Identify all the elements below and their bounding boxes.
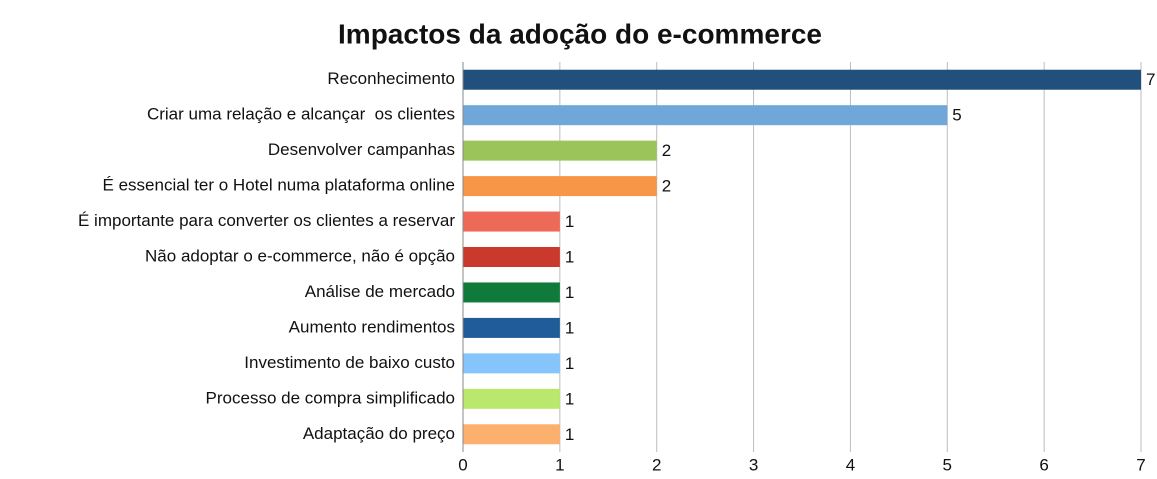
value-label: 1 [565,247,574,266]
y-tick-label: Adaptação do preço [303,424,455,443]
value-label: 1 [565,354,574,373]
x-tick-label: 3 [749,455,758,474]
y-tick-label: Processo de compra simplificado [206,388,455,407]
bar [463,424,560,445]
bar [463,247,560,267]
bar [463,317,560,338]
value-label: 1 [565,425,574,444]
value-label: 1 [565,283,574,302]
chart-title: Impactos da adoção do e-commerce [338,18,822,49]
bar [463,176,657,197]
value-label: 2 [662,177,671,196]
x-tick-label: 0 [458,455,467,474]
bar [463,282,560,303]
y-tick-label: Análise de mercado [305,282,455,301]
x-tick-label: 6 [1039,455,1048,474]
bar [463,69,1141,90]
value-label: 2 [662,141,671,160]
x-tick-label: 2 [652,455,661,474]
value-label: 1 [565,212,574,231]
bar [463,388,560,409]
x-tick-label: 4 [846,455,855,474]
x-tick-label: 5 [943,455,952,474]
value-label: 1 [565,389,574,408]
x-tick-label: 1 [555,455,564,474]
y-tick-label: É essencial ter o Hotel numa plataforma … [103,176,455,195]
value-label: 5 [952,106,961,125]
x-tick-label: 7 [1136,455,1145,474]
y-tick-label: Investimento de baixo custo [244,353,455,372]
bar [463,353,560,374]
value-label: 7 [1146,70,1155,89]
value-label: 1 [565,318,574,337]
bar [463,211,560,232]
y-tick-label: É importante para converter os clientes … [78,211,455,230]
bar [463,140,657,161]
y-tick-label: Não adoptar o e-commerce, não é opção [145,246,455,265]
y-tick-label: Criar uma relação e alcançar os clientes [147,105,455,124]
bar [463,105,948,126]
y-tick-label: Aumento rendimentos [289,317,455,336]
y-tick-label: Desenvolver campanhas [268,140,455,159]
y-tick-label: Reconhecimento [327,69,455,88]
